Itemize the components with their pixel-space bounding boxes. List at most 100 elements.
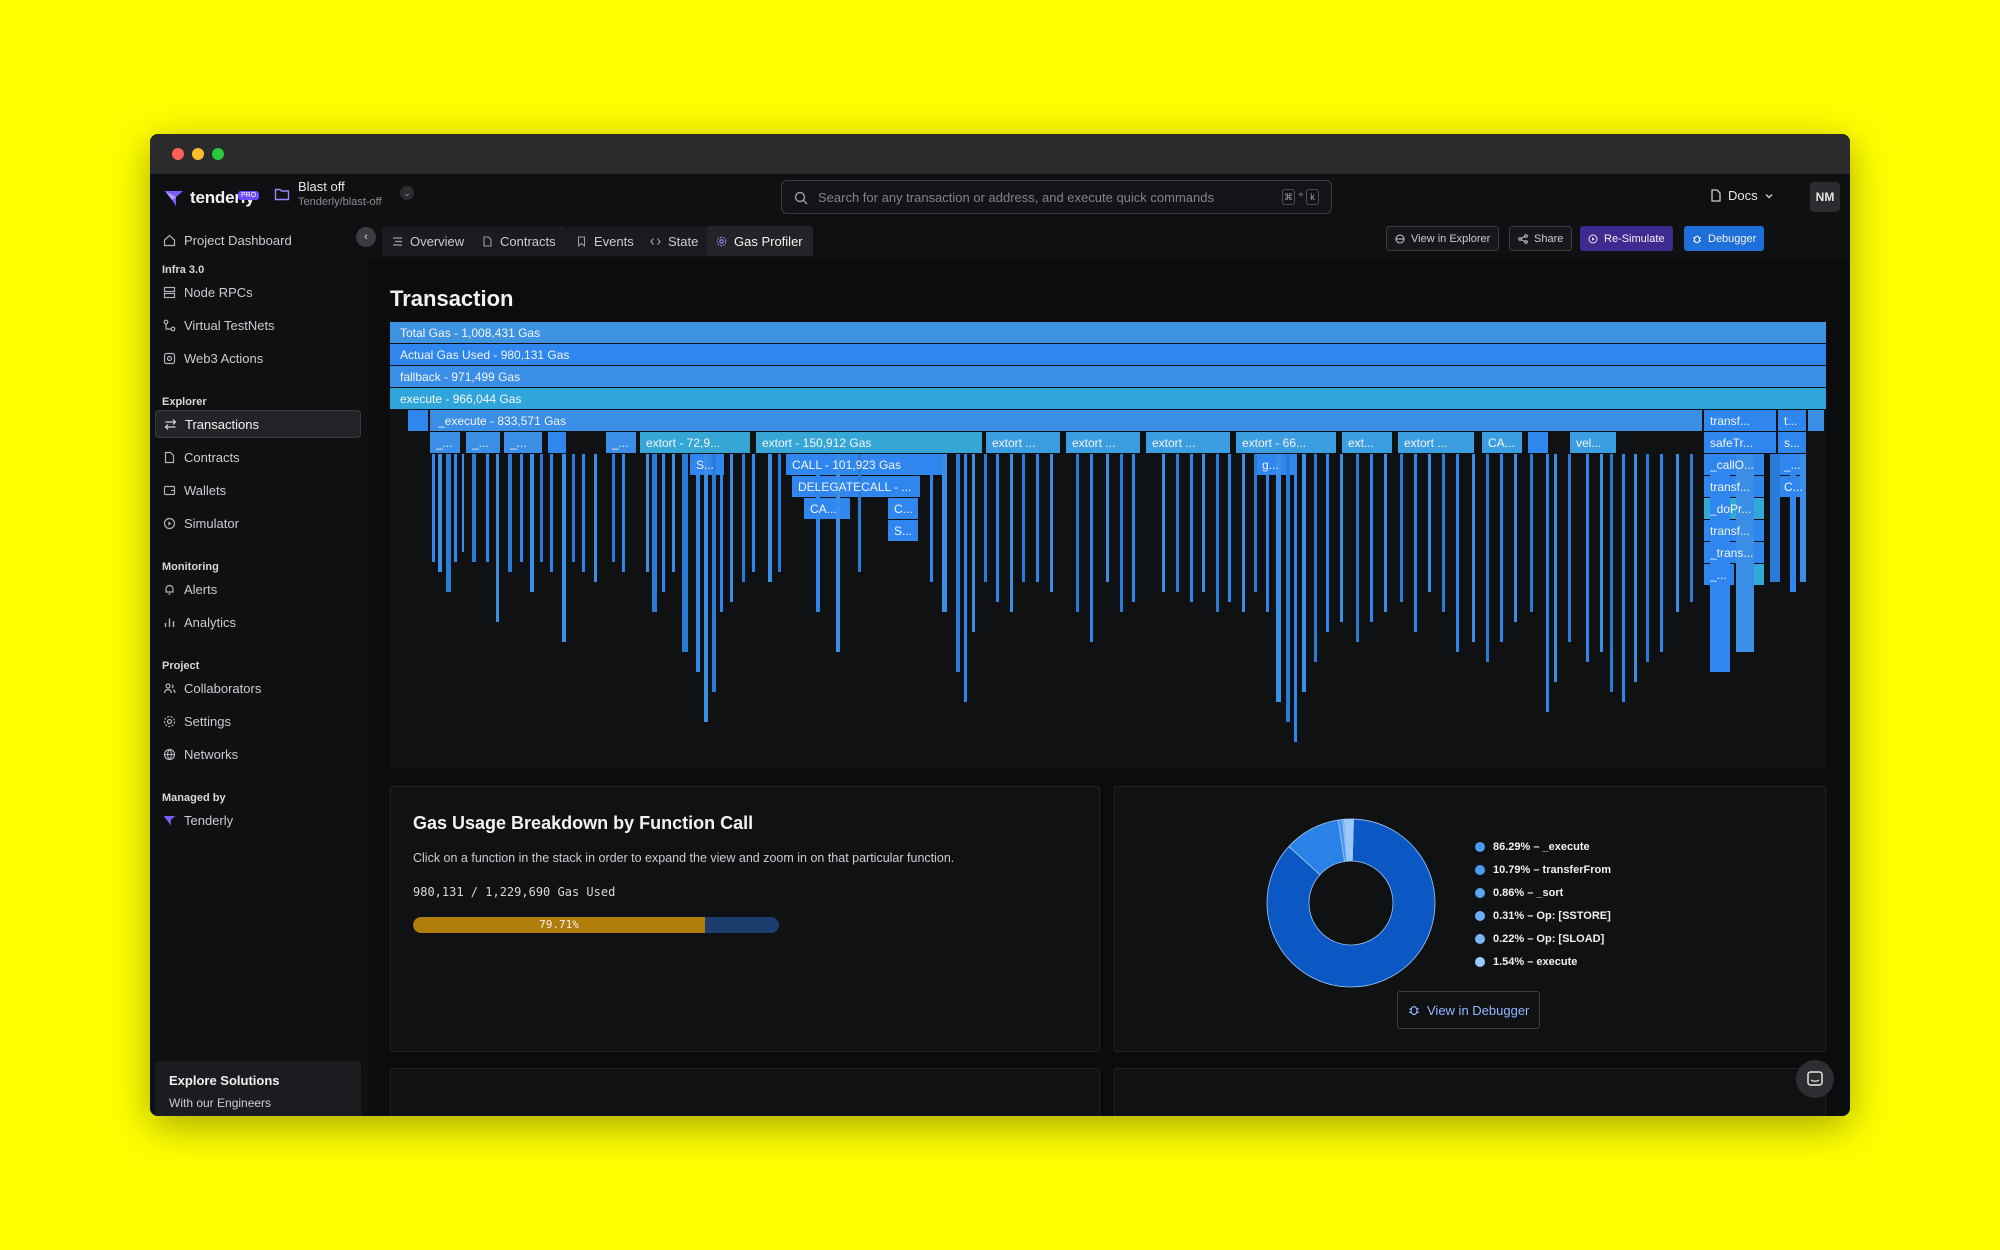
flame-stack-column[interactable]: [1790, 454, 1796, 592]
flame-stack-column[interactable]: [540, 454, 543, 562]
flame-frame-root[interactable]: [390, 388, 1826, 409]
flame-frame[interactable]: [792, 476, 920, 497]
flame-stack-column[interactable]: [1314, 454, 1317, 662]
flame-stack-column[interactable]: [1610, 454, 1613, 692]
flame-frame-root[interactable]: [390, 322, 1826, 343]
flame-stack-column[interactable]: [1356, 454, 1359, 642]
flame-stack-column[interactable]: [446, 454, 451, 592]
flame-frame[interactable]: [1778, 432, 1806, 453]
flame-stack-column[interactable]: [1254, 454, 1257, 592]
flame-stack-column[interactable]: [996, 454, 999, 602]
sidebar-item-contracts[interactable]: Contracts: [155, 443, 361, 471]
sidebar-item-transactions[interactable]: Transactions: [155, 410, 361, 438]
close-window-button[interactable]: [172, 148, 184, 160]
flame-frame[interactable]: [1066, 432, 1140, 453]
flame-stack-column[interactable]: [472, 454, 476, 562]
flame-stack-column[interactable]: [1340, 454, 1343, 622]
flame-stack-column[interactable]: [972, 454, 975, 632]
flame-stack-column[interactable]: [662, 454, 665, 592]
flame-stack-column[interactable]: [1228, 454, 1231, 602]
flame-stack-column[interactable]: [1132, 454, 1135, 602]
flame-stack-column[interactable]: [462, 454, 464, 552]
minimize-window-button[interactable]: [192, 148, 204, 160]
flame-frame-root[interactable]: [390, 366, 1826, 387]
debugger-button[interactable]: Debugger: [1684, 226, 1765, 251]
flame-stack-column[interactable]: [672, 454, 675, 572]
sidebar-item-alerts[interactable]: Alerts: [155, 575, 361, 603]
sidebar-item-virtual-testnets[interactable]: Virtual TestNets: [155, 311, 361, 339]
flame-stack-column[interactable]: [1286, 454, 1290, 722]
search-input[interactable]: [818, 181, 1258, 213]
flame-stack-column[interactable]: [520, 454, 523, 562]
flame-stack-column[interactable]: [432, 454, 435, 562]
flame-stack-column[interactable]: [1190, 454, 1193, 602]
flame-graph-canvas[interactable]: [390, 322, 1826, 768]
flame-stack-column[interactable]: [1660, 454, 1663, 652]
flame-stack-column[interactable]: [612, 454, 615, 562]
flame-stack-column[interactable]: [1326, 454, 1329, 632]
flame-stack-column[interactable]: [1690, 454, 1693, 602]
chevron-down-icon[interactable]: ⌄: [400, 186, 414, 200]
flame-stack-column[interactable]: [1120, 454, 1123, 612]
flame-stack-column[interactable]: [594, 454, 597, 582]
flame-stack-column[interactable]: [1600, 454, 1603, 652]
flame-stack-column[interactable]: [1162, 454, 1165, 592]
flame-stack-column[interactable]: [1568, 454, 1571, 642]
view-in-explorer-button[interactable]: View in Explorer: [1386, 226, 1500, 251]
flame-stack-column[interactable]: [1554, 454, 1557, 682]
flame-stack-column[interactable]: [1294, 454, 1297, 742]
flame-stack-column[interactable]: [1216, 454, 1219, 612]
flame-stack-column[interactable]: [720, 454, 723, 612]
flame-stack-column[interactable]: [1106, 454, 1109, 582]
flame-stack-column[interactable]: [956, 454, 960, 672]
flame-stack-column[interactable]: [1036, 454, 1039, 582]
flame-stack-column[interactable]: [858, 454, 861, 572]
flame-stack-column[interactable]: [730, 454, 733, 602]
flame-frame[interactable]: [606, 432, 636, 453]
flame-stack-column[interactable]: [836, 454, 840, 652]
tab-state[interactable]: State: [640, 226, 709, 256]
flame-frame[interactable]: [1236, 432, 1336, 453]
flame-stack-column[interactable]: [1770, 454, 1780, 582]
flame-frame[interactable]: [1778, 410, 1806, 431]
flame-stack-column[interactable]: [1622, 454, 1625, 702]
flame-frame[interactable]: [1482, 432, 1522, 453]
tab-events[interactable]: Events: [566, 226, 644, 256]
flame-frame[interactable]: [888, 498, 918, 519]
flame-stack-column[interactable]: [1010, 454, 1013, 612]
sidebar-item-networks[interactable]: Networks: [155, 740, 361, 768]
sidebar-item-analytics[interactable]: Analytics: [155, 608, 361, 636]
flame-stack-column[interactable]: [1586, 454, 1589, 662]
project-selector[interactable]: Blast off Tenderly/blast-off: [274, 179, 382, 208]
flame-stack-column[interactable]: [1646, 454, 1649, 662]
flame-frame[interactable]: [1808, 410, 1824, 431]
flame-stack-column[interactable]: [768, 454, 772, 582]
flame-stack-column[interactable]: [1266, 454, 1269, 612]
pie-slice[interactable]: [1266, 818, 1436, 988]
support-chat-button[interactable]: [1796, 1060, 1834, 1098]
flame-stack-column[interactable]: [712, 454, 716, 692]
flame-frame-execute[interactable]: [430, 410, 1702, 431]
flame-stack-column[interactable]: [1276, 454, 1281, 702]
flame-stack-column[interactable]: [930, 454, 933, 582]
flame-frame[interactable]: [548, 432, 566, 453]
tab-contracts[interactable]: Contracts: [472, 226, 566, 256]
flame-stack-column[interactable]: [1530, 454, 1533, 612]
flame-frame[interactable]: [430, 432, 460, 453]
flame-stack-column[interactable]: [652, 454, 657, 612]
flame-frame[interactable]: [756, 432, 982, 453]
flame-stack-column[interactable]: [562, 454, 566, 642]
sidebar-item-settings[interactable]: Settings: [155, 707, 361, 735]
flame-stack-column[interactable]: [1442, 454, 1445, 612]
flame-stack-column[interactable]: [1090, 454, 1093, 642]
tab-gas-profiler[interactable]: Gas Profiler: [706, 226, 813, 256]
flame-stack-column[interactable]: [816, 454, 820, 612]
flame-stack-column[interactable]: [1050, 454, 1053, 592]
flame-stack-column[interactable]: [964, 454, 967, 702]
flame-frame[interactable]: [804, 498, 850, 519]
flame-stack-column[interactable]: [508, 454, 512, 572]
flame-stack-column[interactable]: [1500, 454, 1503, 642]
flame-stack-column[interactable]: [984, 454, 987, 582]
flame-stack-column[interactable]: [1546, 454, 1549, 712]
flame-stack-column[interactable]: [454, 454, 457, 562]
